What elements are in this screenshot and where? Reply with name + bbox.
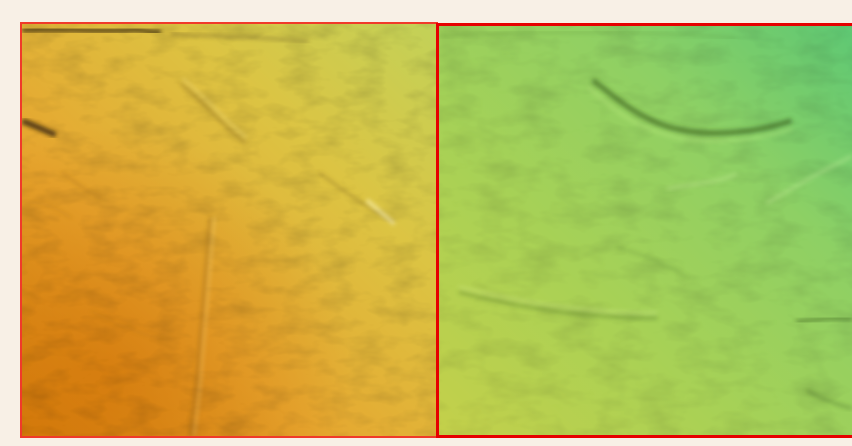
right-ridge-curve <box>591 78 793 136</box>
left-channel-vertical <box>188 216 212 436</box>
left-bump-1 <box>60 171 102 199</box>
tile-right-relief <box>439 26 852 435</box>
elevation-tile-right[interactable] <box>436 23 852 438</box>
left-bump-2 <box>22 200 73 219</box>
right-edge-channel-3 <box>805 389 852 410</box>
left-ridge-top-2 <box>170 32 310 44</box>
right-edge-channel-1 <box>765 154 852 205</box>
left-channel-1-hl <box>181 77 248 139</box>
left-channel-1 <box>179 82 246 145</box>
right-top-ridge <box>439 31 737 39</box>
right-lower-channel-hl <box>458 286 658 315</box>
right-ridge-curve-hl <box>586 86 793 143</box>
left-channel-2-hl <box>365 198 396 226</box>
right-terrain-texture <box>439 26 852 435</box>
left-channel-vertical-hl <box>193 217 216 436</box>
right-lower-channel <box>458 290 658 320</box>
right-edge-channel-2 <box>796 316 852 324</box>
left-bump-3 <box>90 310 161 340</box>
left-terrain-texture <box>22 24 436 436</box>
elevation-tile-left[interactable] <box>20 22 438 438</box>
tile-left-relief <box>22 24 436 436</box>
left-notch <box>22 118 57 138</box>
left-ridge-top <box>22 26 162 36</box>
right-mid-band <box>667 172 738 191</box>
right-mid-diagonal <box>617 246 688 279</box>
